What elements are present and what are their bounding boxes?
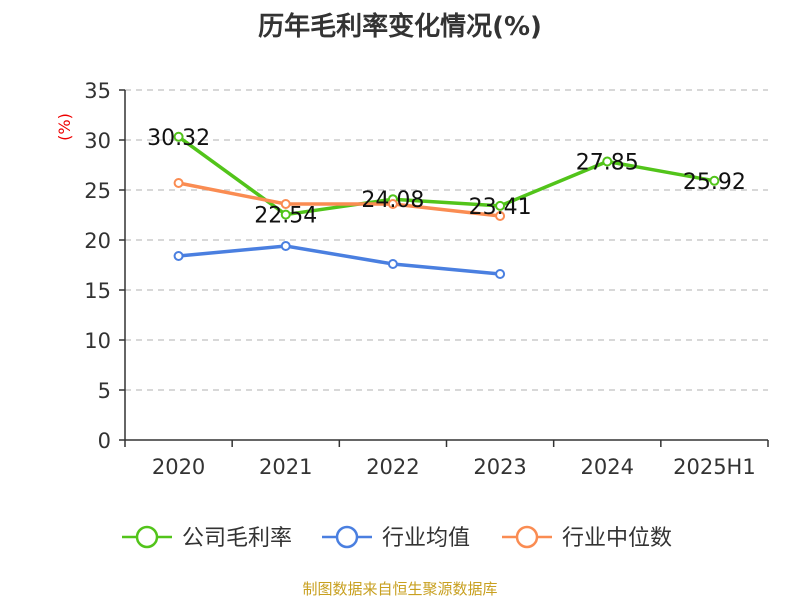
x-tick-label: 2023 [473, 455, 526, 479]
data-label: 30.32 [147, 126, 210, 151]
chart-title: 历年毛利率变化情况(%) [258, 12, 542, 42]
x-tick-label: 2021 [259, 455, 312, 479]
data-label: 23.41 [469, 195, 532, 220]
data-point [173, 131, 184, 142]
legend-marker [135, 525, 159, 549]
x-tick-label: 2025H1 [673, 455, 756, 479]
data-point [495, 200, 506, 211]
y-tick-label: 25 [84, 179, 111, 203]
data-point [709, 175, 720, 186]
data-point [173, 251, 184, 261]
source-note: 制图数据来自恒生聚源数据库 [302, 580, 498, 598]
data-point [602, 156, 613, 167]
legend-label: 行业中位数 [562, 526, 672, 551]
x-tick-label: 2022 [366, 455, 419, 479]
series-line-1 [178, 244, 501, 276]
data-point [280, 241, 291, 251]
legend-marker [335, 525, 359, 549]
y-axis-label: (%) [55, 113, 74, 141]
y-tick-label: 10 [84, 329, 111, 353]
series-line-2 [178, 181, 501, 218]
y-tick-label: 5 [98, 379, 111, 403]
data-label: 24.08 [361, 188, 424, 213]
data-point [495, 269, 506, 279]
y-tick-label: 30 [84, 129, 111, 153]
data-point [280, 209, 291, 220]
data-label: 27.85 [576, 151, 639, 176]
data-point [495, 211, 506, 221]
data-point [387, 259, 398, 269]
data-label: 22.54 [254, 204, 317, 229]
y-tick-label: 35 [84, 79, 111, 103]
legend-label: 公司毛利率 [182, 526, 292, 551]
x-tick-label: 2020 [152, 455, 205, 479]
y-tick-label: 15 [84, 279, 111, 303]
x-tick-label: 2024 [581, 455, 634, 479]
data-point [387, 199, 398, 209]
data-point [280, 199, 291, 209]
legend-marker [515, 525, 539, 549]
legend-label: 行业均值 [382, 526, 470, 551]
data-label: 25.92 [683, 170, 746, 195]
data-point [173, 178, 184, 188]
y-tick-label: 0 [98, 429, 111, 453]
y-tick-label: 20 [84, 229, 111, 253]
